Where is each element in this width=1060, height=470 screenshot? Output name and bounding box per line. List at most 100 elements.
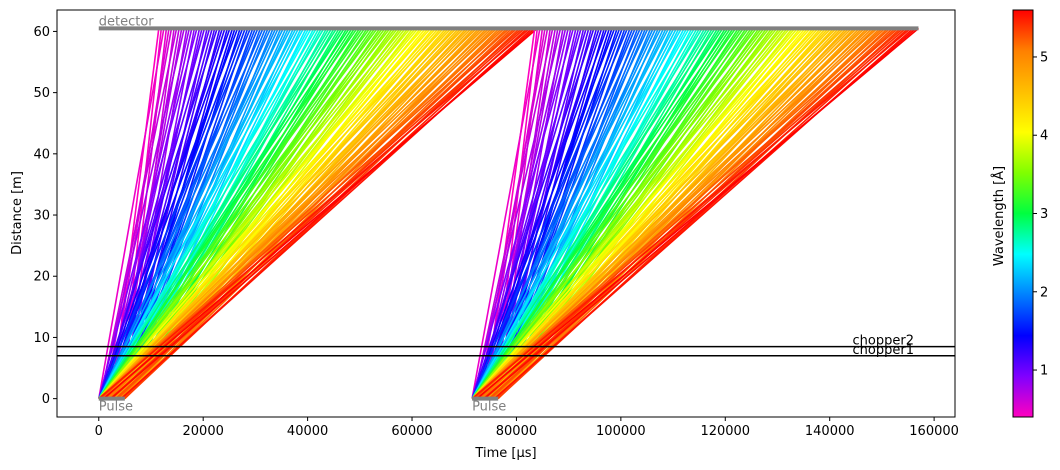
y-tick-label: 60 <box>33 25 50 40</box>
plot-frame <box>56 9 956 418</box>
trace-line <box>98 27 531 400</box>
trace-line <box>471 28 683 399</box>
colorbar-tick-label: 4 <box>1040 129 1048 144</box>
trace-line <box>471 28 662 399</box>
trace-line <box>98 28 272 399</box>
trace-line <box>472 28 554 399</box>
trace-line <box>98 28 231 399</box>
trace-line <box>471 27 824 400</box>
trace-line <box>471 27 878 400</box>
trace-line <box>102 27 437 400</box>
pulse-label: Pulse <box>472 400 506 415</box>
x-tick-label: 80000 <box>496 424 537 439</box>
trace-line <box>471 27 858 400</box>
trace-line <box>101 28 211 399</box>
trace-line <box>98 28 165 399</box>
trace-line <box>471 27 737 400</box>
trace-line <box>472 27 845 400</box>
colorbar-tick-label: 2 <box>1040 285 1048 300</box>
trace-line <box>99 28 185 399</box>
y-tick-label: 40 <box>33 147 50 162</box>
y-axis: 0 10 20 30 40 50 60 <box>33 25 57 407</box>
x-axis-label: Time [µs] <box>474 446 536 461</box>
colorbar-tick-label: 5 <box>1040 50 1048 65</box>
pulse-label: Pulse <box>99 400 133 415</box>
trace-line <box>471 28 649 399</box>
trace-line <box>99 27 465 400</box>
trace-line <box>472 28 562 399</box>
trace-line <box>99 27 371 400</box>
colorbar-gradient <box>1012 9 1034 418</box>
trace-line <box>474 27 729 400</box>
trace-line <box>98 27 424 400</box>
x-tick-label: 120000 <box>700 424 750 439</box>
trace-line <box>99 27 510 400</box>
trace-line <box>475 28 675 399</box>
trace-line <box>98 28 218 399</box>
trace-line <box>98 28 285 399</box>
trace-line <box>98 27 411 400</box>
y-tick-label: 10 <box>33 331 50 346</box>
trace-line <box>475 27 816 400</box>
trace-line <box>476 27 920 400</box>
x-tick-label: 140000 <box>805 424 855 439</box>
trace-line <box>98 28 198 399</box>
colorbar-tick-label: 3 <box>1040 207 1048 222</box>
trace-line <box>483 27 907 400</box>
trace-line <box>98 27 358 400</box>
trace-line <box>471 27 770 400</box>
trace-line <box>98 27 498 400</box>
trace-line <box>472 27 696 400</box>
y-tick-label: 30 <box>33 209 50 224</box>
detector: detector <box>98 14 919 31</box>
y-tick-label: 0 <box>42 392 50 407</box>
x-tick-label: 100000 <box>596 424 646 439</box>
colorbar-label: Wavelength [Å] <box>991 166 1007 266</box>
x-tick-label: 60000 <box>391 424 432 439</box>
trace-line <box>98 27 444 400</box>
x-tick-label: 0 <box>95 424 103 439</box>
trace-line <box>98 28 252 399</box>
y-tick-label: 50 <box>33 86 50 101</box>
trace-line <box>102 27 538 400</box>
colorbar: Wavelength [Å] 1 2 3 4 5 <box>991 9 1048 418</box>
trace-line <box>472 27 891 400</box>
trace-line <box>98 27 391 400</box>
neutron-traces <box>98 27 920 400</box>
trace-line <box>471 28 629 399</box>
x-tick-label: 20000 <box>183 424 224 439</box>
chopper-label: chopper1 <box>853 343 914 358</box>
trace-line <box>471 28 595 399</box>
trace-line <box>471 27 912 400</box>
trace-line <box>98 27 477 400</box>
trace-line <box>101 27 490 400</box>
trace-line <box>102 28 297 399</box>
pulses: Pulse Pulse <box>98 396 506 415</box>
trace-line <box>109 27 526 400</box>
trace-line <box>474 28 587 399</box>
chopper-label: chopper2 <box>853 334 914 349</box>
trace-line <box>471 28 575 399</box>
trace-line <box>99 27 325 400</box>
trace-line <box>474 27 871 400</box>
trace-line <box>471 28 541 399</box>
trace-line <box>472 27 750 400</box>
y-axis-label: Distance [m] <box>10 171 25 255</box>
x-tick-label: 160000 <box>909 424 959 439</box>
trace-line <box>472 28 608 399</box>
x-tick-label: 40000 <box>287 424 328 439</box>
trace-line <box>99 28 178 399</box>
trace-line <box>98 27 338 400</box>
trace-line <box>471 27 716 400</box>
trace-line <box>98 28 305 399</box>
x-axis: 0 20000 40000 60000 80000 100000 120000 140000 1… <box>95 417 959 439</box>
trace-line <box>472 27 791 400</box>
trace-line <box>101 27 350 400</box>
detector-label: detector <box>99 14 155 29</box>
colorbar-tick-label: 1 <box>1040 364 1048 379</box>
trace-line <box>472 27 703 400</box>
trace-line <box>471 27 804 400</box>
y-tick-label: 20 <box>33 270 50 285</box>
